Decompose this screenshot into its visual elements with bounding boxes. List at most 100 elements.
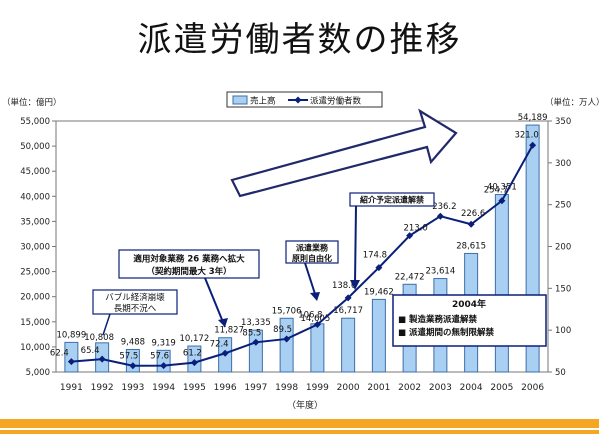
- bar: [279, 317, 294, 373]
- line-marker: [467, 220, 475, 228]
- annotation-bubble-text: バブル経済崩壊: [105, 292, 165, 303]
- x-tick-label: 2003: [429, 383, 452, 393]
- bar-data-label: 11,827: [214, 326, 244, 336]
- annotation-referral-text: 紹介予定派遣解禁: [360, 195, 424, 205]
- line-data-label: 213.0: [403, 224, 427, 234]
- annotation-leader: [304, 262, 317, 298]
- right-tick-label: 300: [555, 159, 571, 169]
- note-frame: [392, 294, 547, 347]
- legend-label-line: 派遣労働者数: [310, 96, 362, 107]
- bar-data-label: 40,351: [487, 183, 517, 193]
- bar: [310, 323, 325, 373]
- left-tick-label: 30,000: [20, 243, 50, 253]
- chart-axes: 5,000 10,000 15,000 20,000 25,000 30,000 35,00…: [2, 97, 599, 411]
- bar-data-label: 22,472: [395, 272, 425, 282]
- annotation-liberalize-text: 原則自由化: [292, 253, 332, 263]
- line-data-label: 57.6: [150, 352, 169, 362]
- line-marker: [283, 335, 291, 343]
- note-box: 2004年 ■ 製造業務派遣解禁 ■ 派遣期間の無制限解禁: [392, 294, 547, 347]
- y-left-label: （単位：億円）: [2, 97, 62, 108]
- right-tick-label: 100: [555, 326, 571, 336]
- legend: 売上高 派遣労働者数: [226, 91, 383, 108]
- line-data-label: 89.5: [273, 325, 292, 335]
- line-data-label: 321.0: [514, 130, 538, 140]
- left-tick-label: 50,000: [20, 142, 50, 152]
- line-marker: [98, 355, 106, 363]
- bar-data-label: 10,172: [180, 334, 210, 344]
- line-marker: [129, 362, 137, 370]
- right-tick-label: 350: [555, 117, 571, 127]
- line-marker: [529, 141, 537, 149]
- annotation-scope-text: （契約期間最大 3年）: [146, 266, 231, 277]
- left-tick-label: 20,000: [20, 293, 50, 303]
- bar-data-label: 14,605: [301, 314, 331, 324]
- annotation-bubble-text: 長期不況へ: [114, 304, 157, 314]
- right-tick-label: 250: [555, 201, 571, 211]
- right-tick-label: 200: [555, 243, 571, 253]
- annotation-bubble-box: [92, 289, 178, 315]
- line-data-label: 57.5: [119, 352, 138, 362]
- bar-data-label: 19,462: [364, 287, 394, 297]
- trend-arrow: [230, 108, 458, 198]
- left-tick-label: 40,000: [20, 192, 50, 202]
- annotation-arrowhead: [350, 280, 360, 290]
- line-marker: [67, 358, 75, 366]
- line-marker: [313, 320, 321, 328]
- line-data-label: 61.2: [183, 349, 202, 359]
- bar: [187, 345, 202, 373]
- line-data-label: 62.4: [50, 349, 69, 359]
- footer-stripe-thin: [0, 430, 599, 434]
- line-marker: [406, 232, 414, 240]
- line-marker: [375, 264, 383, 272]
- note-item: ■ 派遣期間の無制限解禁: [398, 327, 494, 338]
- line-marker: [221, 349, 229, 357]
- x-tick-label: 2001: [367, 383, 390, 393]
- line-path: [71, 144, 534, 367]
- annotation-liberalize-text: 派遣業務: [296, 243, 329, 253]
- x-tick-label: 2006: [521, 383, 544, 393]
- line-data-label: 106.8: [298, 310, 322, 320]
- note-item: ■ 製造業務派遣解禁: [398, 314, 477, 325]
- trend-arrow-shape: [230, 108, 458, 198]
- x-tick-label: 2002: [398, 383, 421, 393]
- line-data-label: 174.8: [363, 251, 387, 261]
- left-tick-label: 15,000: [20, 318, 50, 328]
- bar-data-label: 9,319: [151, 338, 175, 348]
- bar-data-label: 10,808: [84, 333, 114, 343]
- x-tick-label: 2004: [460, 383, 483, 393]
- left-tick-label: 45,000: [20, 167, 50, 177]
- legend-marker-line: [294, 96, 302, 104]
- x-tick-label: 1995: [183, 383, 206, 393]
- line-marker: [498, 197, 506, 205]
- line-data-label: 254.7: [484, 186, 508, 196]
- line-marker: [190, 359, 198, 367]
- note-year: 2004年: [452, 298, 486, 310]
- line-data-label: 72.4: [210, 339, 229, 349]
- bar: [341, 317, 356, 373]
- x-tick-label: 1998: [275, 383, 298, 393]
- bar: [371, 298, 386, 373]
- bar-data-label: 28,615: [456, 241, 486, 251]
- x-tick-label: 1994: [152, 383, 175, 393]
- legend-label-bar: 売上高: [250, 96, 276, 107]
- chart: 5,000 10,000 15,000 20,000 25,000 30,000 35,00…: [2, 91, 599, 411]
- line-marker: [436, 212, 444, 220]
- left-tick-label: 55,000: [20, 117, 50, 127]
- page-title: 派遣労働者数の推移: [137, 20, 462, 60]
- bar-data-label: 10,899: [57, 330, 87, 340]
- left-tick-label: 10,000: [20, 343, 50, 353]
- line-data-label: 65.4: [81, 346, 100, 356]
- footer-stripe: [0, 419, 599, 428]
- line-data-label: 226.6: [461, 209, 485, 219]
- line-marker: [344, 294, 352, 302]
- bar: [64, 341, 79, 373]
- left-tick-label: 35,000: [20, 217, 50, 227]
- legend-swatch-bar: [232, 95, 248, 105]
- x-tick-label: 1997: [244, 383, 267, 393]
- x-tick-label: 1996: [214, 383, 237, 393]
- line-marker: [252, 338, 260, 346]
- bar: [248, 329, 263, 373]
- x-tick-label: 1992: [91, 383, 114, 393]
